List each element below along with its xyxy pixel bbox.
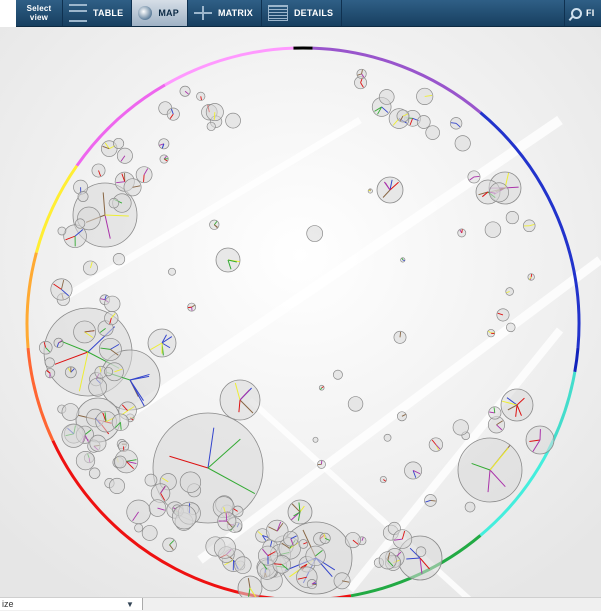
view-toolbar: Select view TABLE MAP MATRIX DETAILS FI (16, 0, 601, 27)
node-bubble[interactable] (180, 472, 201, 493)
node-bubble[interactable] (104, 367, 112, 375)
node-bubble[interactable] (45, 358, 55, 368)
node-bubble[interactable] (76, 451, 95, 470)
node-link (144, 175, 145, 182)
node-bubble[interactable] (105, 296, 121, 312)
node-bubble[interactable] (135, 524, 143, 532)
table-icon (69, 4, 87, 22)
node-link (531, 274, 532, 277)
node-bubble[interactable] (109, 198, 119, 208)
node-bubble[interactable] (142, 525, 157, 540)
details-icon (268, 5, 288, 21)
search-icon (571, 8, 582, 19)
node-bubble[interactable] (506, 211, 518, 223)
node-link (491, 333, 494, 334)
node-bubble[interactable] (506, 288, 514, 296)
node-bubble[interactable] (113, 253, 125, 265)
node-bubble[interactable] (426, 126, 440, 140)
node-bubble[interactable] (172, 505, 196, 529)
node-link (400, 332, 401, 337)
node-bubble[interactable] (145, 474, 157, 486)
node-bubble[interactable] (89, 468, 100, 479)
node-bubble[interactable] (207, 122, 215, 130)
node-bubble[interactable] (384, 434, 391, 441)
node-bubble[interactable] (453, 420, 468, 435)
matrix-icon (194, 6, 212, 20)
globe-icon (138, 6, 152, 20)
bottom-bar: ize ▼ (0, 597, 601, 611)
find-button[interactable]: FI (564, 0, 601, 26)
node-bubble[interactable] (455, 136, 470, 151)
node-bubble[interactable] (313, 437, 318, 442)
select-view-label: Select view (16, 0, 63, 26)
node-bubble[interactable] (62, 424, 85, 447)
node-bubble[interactable] (78, 191, 88, 201)
node-bubble[interactable] (113, 138, 123, 148)
node-bubble[interactable] (307, 226, 323, 242)
node-bubble[interactable] (506, 323, 515, 332)
node-bubble[interactable] (333, 370, 342, 379)
node-bubble[interactable] (379, 89, 394, 104)
circular-map-canvas[interactable] (0, 27, 601, 598)
node-bubble[interactable] (214, 537, 235, 558)
node-bubble[interactable] (75, 219, 85, 229)
node-link (403, 260, 405, 261)
node-bubble[interactable] (485, 222, 501, 238)
node-bubble[interactable] (394, 331, 406, 343)
node-link (274, 564, 282, 565)
tab-map[interactable]: MAP (132, 0, 188, 26)
node-bubble[interactable] (417, 115, 430, 128)
node-bubble[interactable] (114, 456, 126, 468)
node-bubble[interactable] (167, 108, 179, 120)
node-bubble[interactable] (489, 183, 508, 202)
node-bubble[interactable] (168, 268, 175, 275)
node-bubble[interactable] (226, 113, 241, 128)
node-bubble[interactable] (465, 502, 475, 512)
tab-details[interactable]: DETAILS (262, 0, 342, 26)
node-link (462, 229, 463, 233)
node-bubble[interactable] (58, 227, 66, 235)
node-bubble[interactable] (416, 547, 426, 557)
tab-table[interactable]: TABLE (63, 0, 132, 26)
tab-matrix[interactable]: MATRIX (188, 0, 262, 26)
node-bubble[interactable] (89, 378, 107, 396)
node-bubble[interactable] (234, 557, 251, 574)
node-bubble[interactable] (348, 397, 363, 412)
size-select[interactable]: ize ▼ (0, 598, 143, 610)
node-bubble[interactable] (62, 404, 79, 421)
node-bubble[interactable] (90, 435, 106, 451)
node-link (430, 500, 435, 501)
node-bubble[interactable] (109, 478, 124, 493)
chevron-down-icon: ▼ (126, 599, 134, 611)
